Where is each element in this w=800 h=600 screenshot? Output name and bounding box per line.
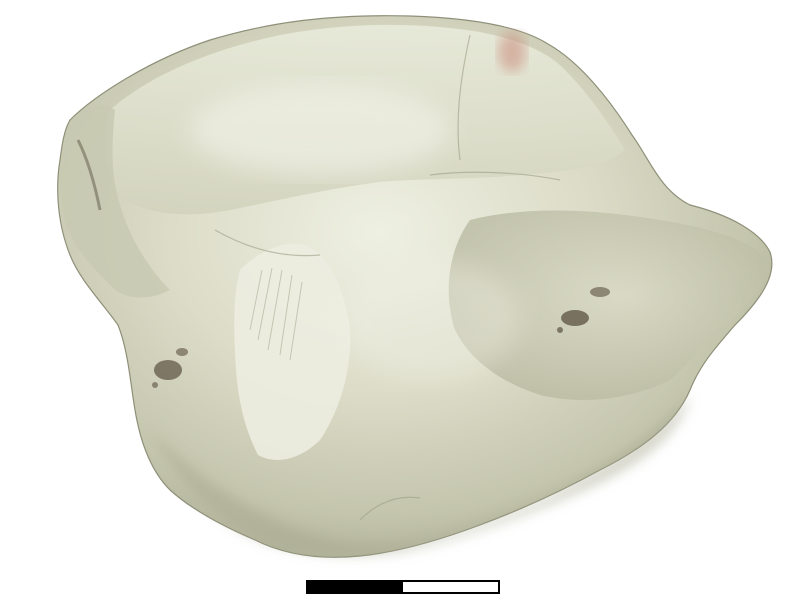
surface-highlight: [190, 85, 450, 175]
left-dark-seam: [76, 139, 102, 211]
iron-stain: [498, 32, 526, 72]
surface-highlight-2: [340, 260, 520, 380]
striation-lines: [249, 267, 303, 361]
fracture-lines: [214, 34, 561, 521]
right-lobe: [448, 210, 767, 400]
scale-bar: [306, 580, 500, 594]
scale-bar-white-segment: [403, 582, 498, 592]
mineral-inclusions: [152, 287, 610, 388]
striated-face: [234, 243, 351, 460]
scale-bar-black-segment: [308, 582, 403, 592]
left-rim: [60, 105, 170, 298]
